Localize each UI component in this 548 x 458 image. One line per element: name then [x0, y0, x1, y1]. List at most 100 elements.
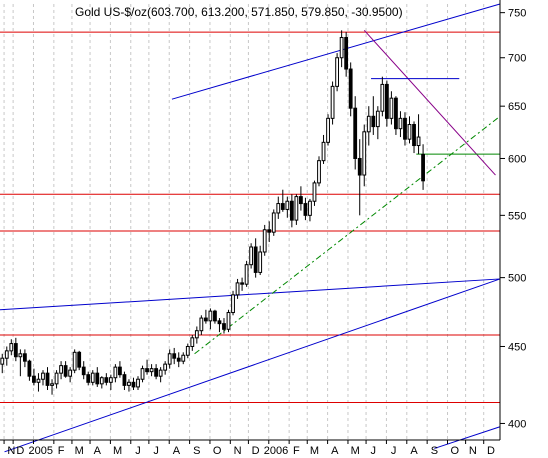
candle-80	[362, 124, 367, 187]
candle-23	[104, 373, 109, 386]
candle-body-37	[167, 353, 172, 365]
candle-body-47	[213, 310, 217, 322]
candle-53	[240, 277, 244, 291]
x-tick-label-5: A	[94, 445, 102, 457]
candle-77	[348, 62, 353, 117]
trend-line-3	[194, 115, 501, 355]
candle-59	[267, 221, 272, 243]
axes	[0, 0, 505, 444]
candle-body-52	[235, 282, 240, 296]
candle-42	[190, 334, 195, 351]
candle-body-61	[276, 203, 281, 214]
x-tick-label-14: 2006	[264, 445, 288, 457]
y-tick-label-3: 600	[508, 153, 526, 165]
candle-body-50	[226, 312, 231, 330]
candle-body-78	[353, 107, 358, 159]
x-tick-label-3: F	[58, 445, 65, 457]
candle-62	[280, 189, 285, 212]
y-tick-label-7: 400	[508, 418, 526, 430]
candle-body-16	[72, 351, 77, 371]
candle-13	[59, 361, 63, 380]
candle-60	[271, 209, 276, 236]
candle-body-14	[63, 365, 68, 377]
candle-65	[294, 194, 299, 225]
candle-27	[122, 371, 127, 391]
candle-body-82	[371, 115, 376, 128]
y-tick-label-1: 700	[508, 53, 526, 65]
candle-75	[339, 30, 344, 68]
candle-70	[317, 156, 321, 187]
x-tick-label-16: M	[310, 445, 319, 457]
candle-body-0	[0, 357, 5, 365]
candle-body-34	[154, 368, 159, 377]
candle-body-68	[308, 200, 312, 216]
candle-body-66	[299, 196, 303, 205]
candle-body-17	[77, 351, 82, 368]
candle-body-43	[194, 330, 199, 339]
x-tick-label-6: M	[113, 445, 122, 457]
candle-19	[86, 371, 91, 386]
candle-body-40	[181, 354, 186, 362]
candle-body-31	[140, 368, 145, 380]
candle-9	[41, 370, 45, 386]
candle-74	[335, 53, 340, 92]
candle-25	[113, 364, 118, 383]
candle-16	[72, 349, 77, 374]
candle-body-18	[81, 366, 86, 376]
candle-body-88	[398, 117, 403, 130]
candle-body-10	[45, 372, 50, 386]
candle-52	[235, 278, 240, 299]
candle-body-55	[249, 246, 254, 266]
candle-10	[45, 367, 50, 391]
candle-body-32	[145, 368, 149, 373]
candle-body-42	[190, 337, 195, 347]
candle-4	[18, 349, 23, 377]
x-tick-label-23: O	[450, 445, 459, 457]
candle-body-53	[240, 282, 244, 285]
candle-78	[353, 96, 358, 170]
x-tick-label-17: A	[331, 445, 339, 457]
candle-body-72	[326, 117, 330, 143]
candle-56	[253, 238, 258, 278]
candle-21	[95, 367, 100, 387]
candle-69	[312, 180, 317, 206]
candle-body-81	[366, 115, 371, 133]
candle-body-46	[208, 310, 213, 322]
candle-3	[13, 337, 18, 362]
candle-36	[163, 361, 168, 375]
candle-body-1	[4, 350, 9, 359]
y-tick-label-6: 450	[508, 341, 526, 353]
candle-89	[403, 112, 407, 146]
x-tick-label-4: M	[75, 445, 84, 457]
candle-41	[185, 343, 190, 359]
candle-61	[276, 196, 281, 219]
candle-37	[167, 349, 172, 369]
candle-67	[303, 197, 308, 221]
candle-49	[222, 318, 226, 334]
candle-body-73	[330, 85, 335, 119]
candle-body-56	[253, 246, 258, 273]
candle-body-48	[217, 320, 222, 325]
x-tick-label-8: J	[153, 445, 159, 457]
candle-51	[231, 290, 235, 316]
candle-body-11	[50, 383, 54, 386]
x-tick-label-2: 2005	[28, 445, 52, 457]
x-tick-label-1: D	[16, 445, 24, 457]
candle-body-24	[108, 377, 113, 383]
candle-body-35	[158, 369, 163, 377]
candle-body-29	[131, 381, 136, 388]
candle-34	[154, 364, 159, 380]
candle-body-77	[348, 68, 353, 109]
candle-body-74	[335, 57, 340, 87]
candle-body-41	[185, 345, 190, 356]
candle-68	[308, 198, 312, 222]
candle-body-75	[339, 37, 344, 59]
candle-72	[326, 114, 330, 146]
candle-92	[416, 114, 421, 155]
candle-91	[412, 121, 416, 154]
candle-87	[394, 96, 398, 135]
candle-body-33	[149, 368, 154, 373]
candle-body-63	[285, 200, 290, 210]
candle-18	[81, 361, 86, 380]
